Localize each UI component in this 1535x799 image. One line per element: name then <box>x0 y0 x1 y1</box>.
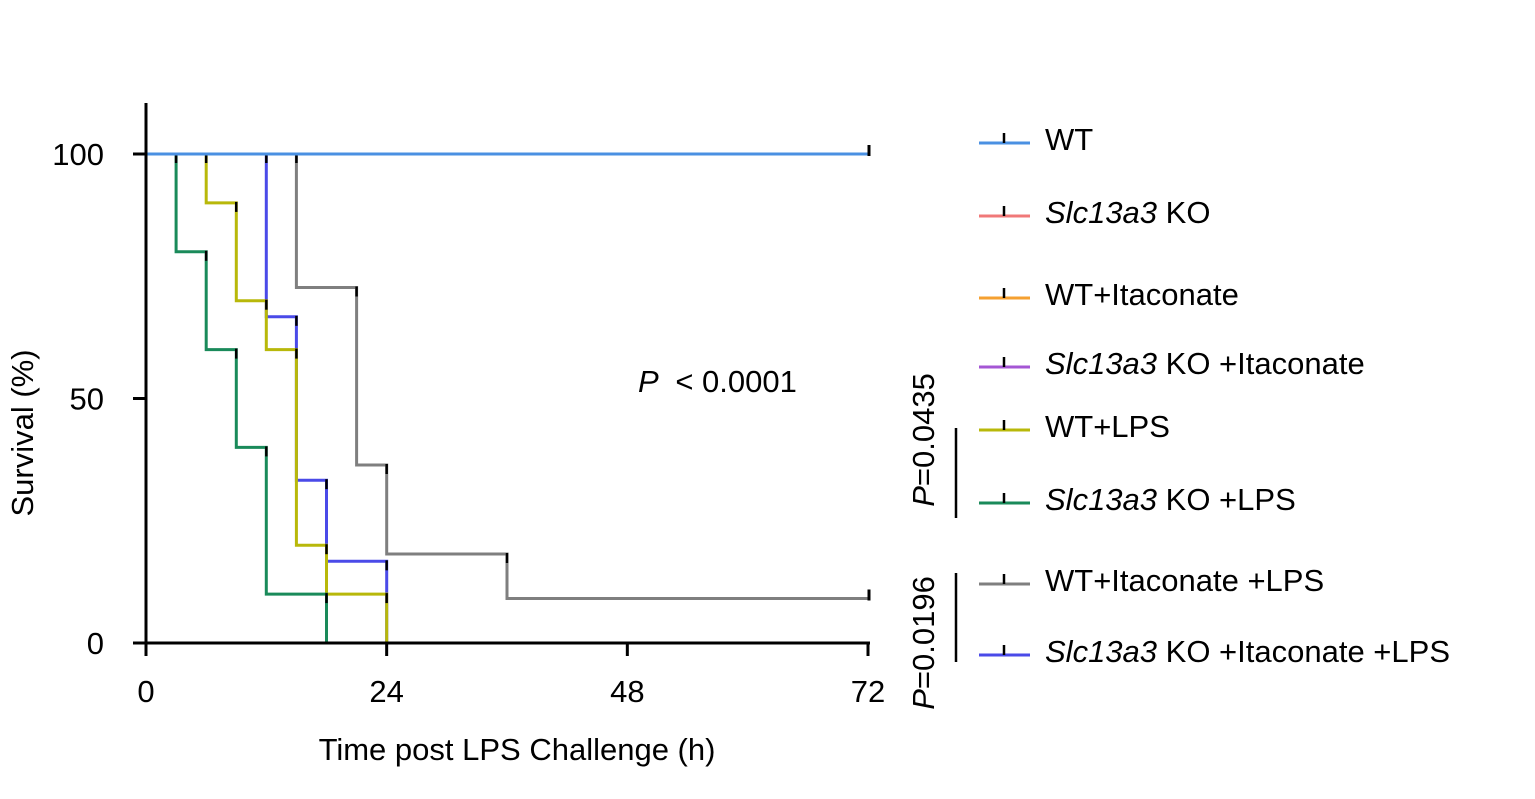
overall-p-text: < 0.0001 <box>675 364 797 399</box>
legend-item: Slc13a3 KO +Itaconate +LPS <box>979 634 1450 669</box>
overall-p-prefix: P <box>638 364 659 399</box>
x-axis-title: Time post LPS Challenge (h) <box>319 732 716 767</box>
pairwise-comparison-1: P=0.0435 <box>906 373 958 518</box>
legend-label: Slc13a3 KO +Itaconate +LPS <box>1045 634 1450 669</box>
legend-label: WT+LPS <box>1045 409 1170 444</box>
y-tick-label: 50 <box>70 382 104 417</box>
survival-curve-7 <box>146 152 868 600</box>
axis-ticks: 0 24 48 72 0 50 100 <box>52 137 885 709</box>
legend-label: Slc13a3 KO +LPS <box>1045 482 1296 517</box>
legend-item: Slc13a3 KO +Itaconate <box>979 346 1365 381</box>
x-tick-label: 48 <box>610 674 644 709</box>
axes <box>144 103 870 645</box>
legend-item: WT+LPS <box>979 409 1170 444</box>
pair-p-value-2: P=0.0196 <box>906 576 941 710</box>
legend-item: Slc13a3 KO <box>979 195 1210 230</box>
legend: WT Slc13a3 KO WT+Itaconate Slc13a3 KO +Itac… <box>979 122 1450 669</box>
y-tick-label: 100 <box>52 137 104 172</box>
legend-item: WT+Itaconate +LPS <box>979 563 1324 598</box>
overall-p-value: P < 0.0001 <box>638 364 797 399</box>
pairwise-comparison-2: P=0.0196 <box>906 573 958 710</box>
x-tick-label: 0 <box>137 674 154 709</box>
x-tick-label: 24 <box>369 674 403 709</box>
legend-item: Slc13a3 KO +LPS <box>979 482 1296 517</box>
legend-label: WT <box>1045 122 1093 157</box>
x-tick-label: 72 <box>851 674 885 709</box>
legend-item: WT+Itaconate <box>979 277 1239 312</box>
y-axis-title: Survival (%) <box>5 349 40 516</box>
y-tick-label: 0 <box>87 626 104 661</box>
legend-label: WT+Itaconate <box>1045 277 1239 312</box>
plot-area <box>146 145 871 643</box>
legend-label: WT+Itaconate +LPS <box>1045 563 1324 598</box>
pair-p-value-1: P=0.0435 <box>906 373 941 507</box>
legend-label: Slc13a3 KO +Itaconate <box>1045 346 1365 381</box>
legend-label: Slc13a3 KO <box>1045 195 1210 230</box>
legend-item: WT <box>979 122 1093 157</box>
